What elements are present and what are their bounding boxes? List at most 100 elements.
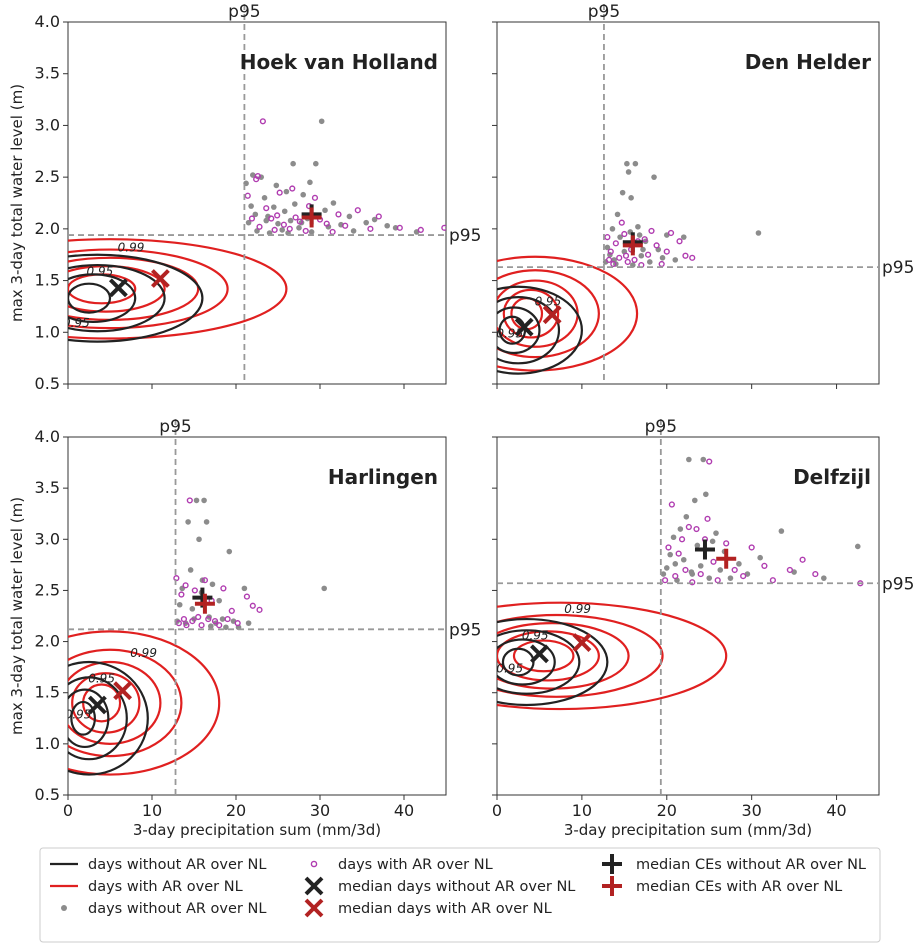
- point-no-ar: [680, 556, 687, 563]
- point-ar: [220, 585, 227, 592]
- point-no-ar: [321, 585, 328, 592]
- median-days-no-ar-marker: [530, 644, 549, 664]
- point-no-ar: [854, 543, 861, 550]
- y-tick-label: 1.5: [35, 271, 60, 290]
- point-ar: [302, 227, 309, 235]
- p95-water-label: p95: [449, 620, 481, 640]
- point-ar: [607, 248, 614, 255]
- x-axis-label: 3-day precipitation sum (mm/3d): [133, 821, 381, 839]
- point-ar: [710, 558, 717, 565]
- median-ce-ar-marker: [716, 548, 737, 569]
- point-no-ar: [384, 222, 391, 229]
- contour-ar-3: [502, 288, 560, 339]
- point-no-ar: [300, 191, 307, 198]
- point-no-ar: [322, 207, 328, 214]
- point-ar: [653, 242, 660, 249]
- point-ar: [329, 228, 336, 236]
- contour-ar-0: [497, 255, 639, 372]
- point-no-ar: [778, 528, 785, 534]
- point-ar: [685, 523, 692, 531]
- point-no-ar: [281, 208, 288, 215]
- p95-precip-label: p95: [159, 417, 191, 437]
- point-no-ar: [617, 234, 623, 240]
- point-no-ar: [318, 118, 325, 125]
- point-ar: [256, 223, 263, 230]
- legend-entry-5: median days with AR over NL: [304, 898, 552, 918]
- point-ar: [621, 230, 628, 238]
- point-ar: [201, 577, 209, 584]
- x-axis-label: 3-day precipitation sum (mm/3d): [564, 821, 812, 839]
- panel-1: 0.95 0.95 p95 p95 Den Helder: [492, 2, 914, 389]
- p95-precip-label: p95: [588, 2, 620, 22]
- legend-label: days without AR over NL: [88, 901, 266, 917]
- point-no-ar: [683, 513, 690, 520]
- point-ar: [604, 234, 611, 241]
- point-no-ar: [619, 189, 626, 196]
- contour-no-ar-1: [68, 263, 166, 333]
- point-ar: [622, 252, 630, 259]
- point-ar: [631, 256, 638, 263]
- point-ar: [714, 577, 721, 584]
- point-no-ar: [709, 538, 716, 545]
- point-ar: [286, 225, 293, 232]
- legend-label: median days without AR over NL: [338, 879, 575, 895]
- point-no-ar: [670, 534, 677, 541]
- panel-title: Harlingen: [328, 465, 438, 489]
- point-no-ar: [292, 201, 298, 207]
- point-no-ar: [263, 217, 270, 224]
- point-ar: [234, 620, 241, 627]
- y-tick-label: 3.0: [35, 115, 60, 134]
- panel-title: Hoek van Holland: [240, 50, 438, 74]
- point-ar: [367, 225, 374, 232]
- point-no-ar: [689, 571, 696, 577]
- panel-title: Den Helder: [745, 50, 871, 74]
- point-no-ar: [313, 160, 319, 167]
- point-ar: [292, 214, 299, 221]
- p95-water-label: p95: [449, 226, 481, 246]
- point-ar: [189, 618, 196, 625]
- median-days-no-ar-marker: [514, 317, 534, 337]
- contour-ar-0: [497, 601, 728, 711]
- point-ar: [812, 570, 819, 578]
- plot-area: 0.99 0.95 0.95: [68, 497, 328, 776]
- point-ar: [417, 226, 424, 233]
- legend-entry-2: days without AR over NL: [61, 901, 266, 917]
- point-no-ar: [283, 188, 290, 195]
- axes-frame: [67, 21, 447, 385]
- point-no-ar: [717, 567, 724, 573]
- point-ar: [761, 562, 768, 569]
- point-ar: [624, 258, 631, 266]
- point-ar: [335, 211, 342, 218]
- point-ar: [672, 573, 679, 580]
- point-ar: [648, 227, 655, 235]
- point-ar: [731, 566, 738, 574]
- point-no-ar: [185, 519, 191, 525]
- x-tick-label: 20: [657, 801, 677, 820]
- point-ar: [396, 224, 403, 231]
- point-no-ar: [208, 623, 214, 630]
- median-ce-no-ar-marker: [694, 539, 715, 560]
- point-no-ar: [287, 217, 294, 224]
- contour-no-ar-0: [68, 660, 149, 776]
- point-ar: [182, 582, 189, 589]
- x-tick-label: 20: [226, 801, 246, 820]
- axes-frame: [496, 21, 880, 385]
- y-tick-label: 0.5: [35, 374, 60, 393]
- point-ar: [441, 224, 446, 231]
- contour-ar-1: [68, 648, 183, 758]
- contour-ar-2: [68, 660, 162, 745]
- y-tick-label: 0.5: [35, 785, 60, 804]
- point-ar: [211, 618, 219, 625]
- contour-ar-3: [497, 630, 600, 682]
- point-ar: [618, 219, 625, 226]
- contour-label-0: 0.99: [130, 646, 157, 660]
- contour-no-ar-2: [68, 688, 110, 749]
- contour-no-ar-0: [497, 285, 583, 375]
- point-no-ar: [330, 200, 337, 206]
- point-ar: [668, 501, 675, 508]
- point-no-ar: [609, 226, 616, 232]
- panel-title: Delfzijl: [793, 465, 871, 489]
- point-no-ar: [189, 606, 196, 612]
- y-tick-label: 3.5: [35, 478, 60, 497]
